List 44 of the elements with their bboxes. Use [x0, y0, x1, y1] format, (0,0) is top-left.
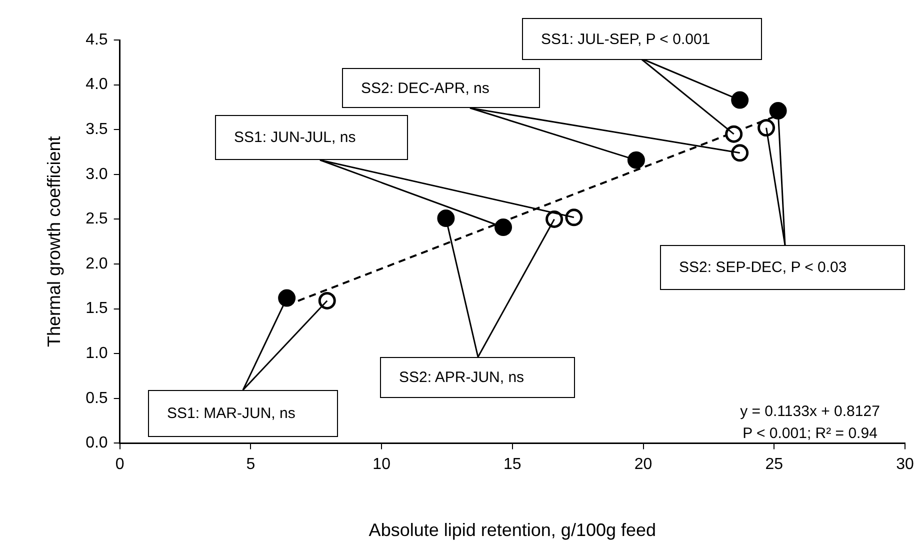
point: [278, 289, 296, 307]
annotation: SS2: DEC-APR, ns: [361, 80, 490, 96]
point: [731, 144, 749, 162]
y-tick-label: 1.0: [86, 345, 108, 362]
annotation: SS1: JUN-JUL, ns: [234, 129, 356, 146]
callout-box: SS2: DEC-APR, ns: [342, 68, 540, 108]
point: [758, 119, 776, 137]
x-axis-title: Absolute lipid retention, g/100g feed: [368, 520, 656, 540]
callout-box: SS2: APR-JUN, ns: [380, 357, 575, 398]
x-tick-label: 0: [115, 456, 124, 474]
x-tick-label: 30: [896, 456, 914, 474]
callout-box: SS1: JUL-SEP, P < 0.001: [522, 18, 762, 60]
y-tick-label: 2.0: [86, 255, 108, 272]
callout-box: SS1: JUN-JUL, ns: [215, 115, 408, 160]
point: [437, 210, 455, 228]
point: [627, 151, 645, 169]
y-tick-label: 4.0: [86, 76, 108, 94]
point: [731, 91, 749, 109]
x-tick-label: 10: [372, 456, 391, 474]
annotation: SS2: SEP-DEC, P < 0.03: [679, 259, 847, 276]
point: [565, 208, 583, 226]
point: [769, 102, 787, 120]
x-tick-label: 20: [634, 456, 652, 474]
y-tick-label: 4.5: [86, 31, 108, 48]
point: [318, 292, 336, 310]
x-tick-label: 15: [504, 456, 522, 474]
y-tick-label: 2.5: [86, 210, 108, 228]
point: [494, 218, 512, 236]
annotation: SS1: JUL-SEP, P < 0.001: [541, 30, 710, 48]
callout-box: SS2: SEP-DEC, P < 0.03: [660, 245, 905, 290]
annotation: P < 0.001; R² = 0.94: [742, 425, 878, 442]
annotation: SS1: MAR-JUN, ns: [167, 405, 296, 422]
x-tick-label: 5: [246, 456, 256, 474]
y-axis-title: Thermal growth coefficient: [44, 136, 64, 347]
y-tick-label: 0.5: [86, 390, 108, 407]
callout-box: SS1: MAR-JUN, ns: [148, 390, 338, 437]
annotation: y = 0.1133x + 0.8127: [740, 403, 880, 420]
y-tick-label: 0.0: [86, 434, 108, 452]
x-tick-label: 25: [765, 456, 784, 474]
y-tick-label: 3.5: [86, 121, 108, 138]
point: [725, 125, 743, 143]
y-tick-label: 3.0: [86, 166, 108, 183]
annotation: SS2: APR-JUN, ns: [399, 369, 524, 386]
y-tick-label: 1.5: [86, 300, 108, 318]
